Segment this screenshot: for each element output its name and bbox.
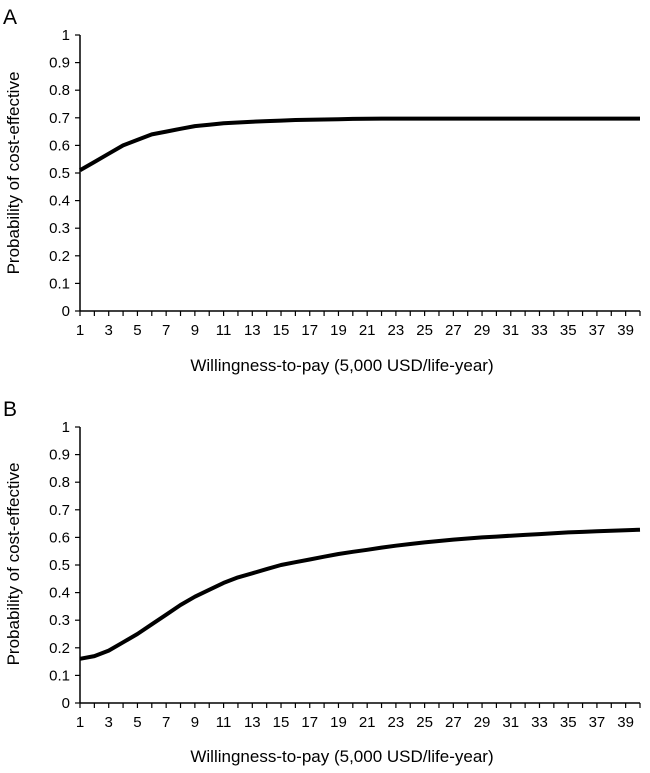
x-tick-label: 35 <box>560 322 577 339</box>
x-tick-label: 31 <box>502 714 519 731</box>
x-tick-label: 35 <box>560 714 577 731</box>
chart-panel-b: B Probability of cost-effective Willingn… <box>3 398 641 766</box>
x-tick-label: 39 <box>617 322 634 339</box>
x-tick-label: 19 <box>330 322 347 339</box>
y-tick-label: 0.1 <box>49 667 70 684</box>
x-tick-label: 15 <box>273 322 290 339</box>
x-tick-label: 13 <box>244 714 261 731</box>
x-axis-label: Willingness-to-pay (5,000 USD/life-year) <box>190 747 493 766</box>
y-tick-label: 0.8 <box>49 82 70 99</box>
y-axis-label: Probability of cost-effective <box>4 463 23 666</box>
x-tick-label: 21 <box>359 714 376 731</box>
x-tick-label: 31 <box>502 322 519 339</box>
y-tick-label: 0.9 <box>49 447 70 464</box>
y-tick-label: 0.7 <box>49 502 70 519</box>
x-tick-label: 23 <box>388 322 405 339</box>
x-tick-label: 13 <box>244 322 261 339</box>
chart-panel-a: A Probability of cost-effective Willingn… <box>3 6 641 375</box>
x-tick-label: 23 <box>388 714 405 731</box>
x-tick-label: 5 <box>133 322 141 339</box>
x-tick-label: 9 <box>191 714 199 731</box>
series-line <box>79 116 640 172</box>
y-tick-label: 1 <box>62 27 70 44</box>
x-tick-label: 7 <box>162 714 170 731</box>
x-tick-label: 11 <box>216 714 232 731</box>
y-tick-label: 0.6 <box>49 137 70 154</box>
x-tick-label: 27 <box>445 714 462 731</box>
x-tick-label: 1 <box>76 714 84 731</box>
y-tick-label: 0.7 <box>49 110 70 127</box>
x-tick-label: 5 <box>133 714 141 731</box>
x-tick-label: 11 <box>216 322 232 339</box>
panel-label: B <box>3 398 17 421</box>
x-tick-label: 17 <box>301 714 318 731</box>
x-tick-label: 37 <box>589 322 606 339</box>
y-tick-label: 0.3 <box>49 612 70 629</box>
x-tick-label: 15 <box>273 714 290 731</box>
y-tick-label: 0.1 <box>49 275 70 292</box>
y-tick-label: 0.5 <box>49 557 70 574</box>
x-tick-label: 37 <box>589 714 606 731</box>
y-tick-label: 0.2 <box>49 248 70 265</box>
x-tick-label: 33 <box>531 322 548 339</box>
x-tick-label: 33 <box>531 714 548 731</box>
panel-label: A <box>3 6 17 29</box>
y-tick-label: 0 <box>62 695 70 712</box>
x-tick-label: 19 <box>330 714 347 731</box>
y-tick-label: 0.2 <box>49 640 70 657</box>
y-tick-label: 0 <box>62 303 70 320</box>
x-tick-label: 29 <box>474 714 491 731</box>
x-tick-label: 25 <box>416 322 433 339</box>
y-tick-label: 0.6 <box>49 529 70 546</box>
x-tick-label: 21 <box>359 322 376 339</box>
series-line <box>79 527 641 661</box>
x-tick-label: 29 <box>474 322 491 339</box>
x-tick-label: 25 <box>416 714 433 731</box>
y-tick-label: 0.3 <box>49 220 70 237</box>
x-axis-label: Willingness-to-pay (5,000 USD/life-year) <box>190 356 493 375</box>
plot-area: 00.10.20.30.40.50.60.70.80.911 3 5 7 9 11 13 15… <box>49 27 641 339</box>
x-tick-label: 9 <box>191 322 199 339</box>
x-tick-label: 17 <box>301 322 318 339</box>
x-tick-label: 1 <box>76 322 84 339</box>
y-axis-label: Probability of cost-effective <box>4 72 23 275</box>
x-tick-label: 39 <box>617 714 634 731</box>
plot-area: 00.10.20.30.40.50.60.70.80.911 3 5 7 9 11 13 15… <box>49 419 641 731</box>
y-tick-label: 0.4 <box>49 193 70 210</box>
x-tick-label: 7 <box>162 322 170 339</box>
y-tick-label: 0.4 <box>49 585 70 602</box>
y-tick-label: 0.5 <box>49 165 70 182</box>
y-tick-label: 0.8 <box>49 474 70 491</box>
x-tick-label: 3 <box>105 322 113 339</box>
y-tick-label: 0.9 <box>49 55 70 72</box>
x-tick-label: 3 <box>105 714 113 731</box>
x-tick-label: 27 <box>445 322 462 339</box>
y-tick-label: 1 <box>62 419 70 436</box>
